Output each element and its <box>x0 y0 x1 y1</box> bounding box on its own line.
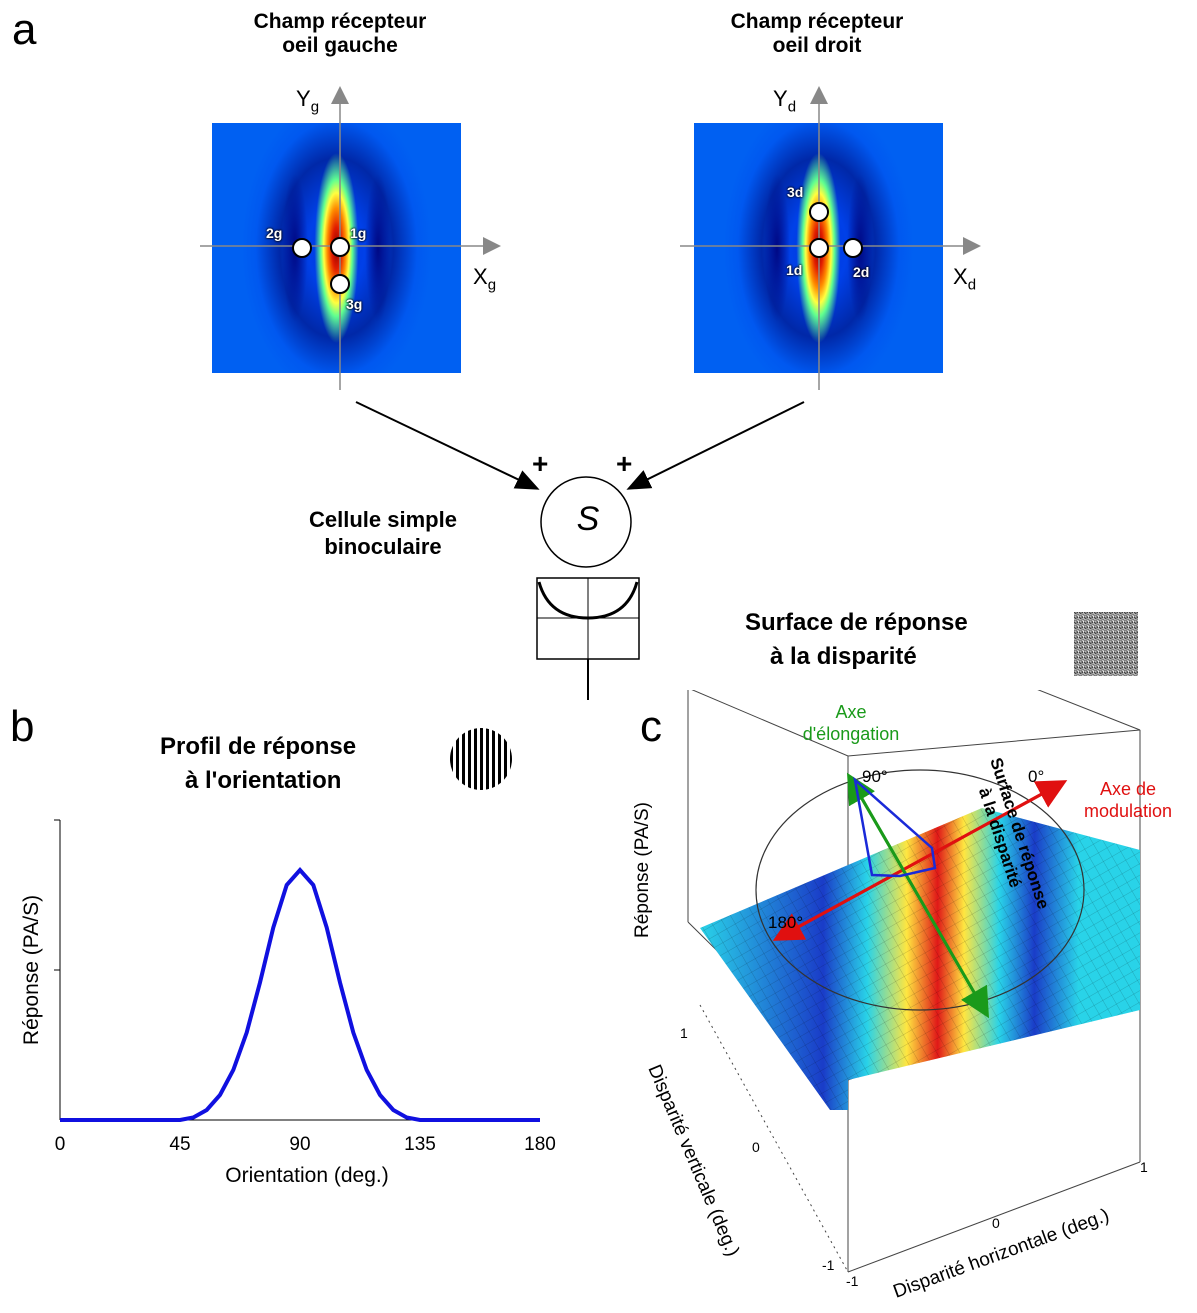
point-3d <box>809 202 829 222</box>
cell-symbol: S <box>576 500 600 538</box>
cell-circle <box>540 476 632 568</box>
angle-0-label: 0° <box>1028 767 1044 786</box>
point-2d-label: 2d <box>853 264 870 280</box>
left-rf-title-line2: oeil gauche <box>282 34 398 57</box>
disparity-surface-plot: 90° 0° 180° Axe d'élongation Axe de modu… <box>632 690 1172 1303</box>
panel-a-axes <box>200 86 981 700</box>
left-rf-title: Champ récepteur oeil gauche <box>195 10 485 58</box>
left-to-cell-arrow <box>355 401 540 490</box>
angle-90-label: 90° <box>862 767 888 786</box>
xtick-minus-1: -1 <box>846 1273 859 1289</box>
right-rf-title-line2: oeil droit <box>772 34 862 57</box>
ytick-0: 0 <box>752 1139 760 1155</box>
ytick-1: 1 <box>680 1025 688 1041</box>
xtick-0: 0 <box>992 1215 1000 1231</box>
y-axis-title: Réponse (PA/S) <box>20 895 43 1045</box>
surface-legend-line2: à la disparité <box>770 643 917 670</box>
grating-icon <box>450 728 512 790</box>
left-rf-title-line1: Champ récepteur <box>253 10 427 33</box>
surface-legend: Surface de réponse à la disparité <box>745 606 968 674</box>
horizontal-disparity-title: Disparité horizontale (deg.) <box>891 1205 1113 1303</box>
right-x-axis-label: Xd <box>953 264 977 294</box>
modulation-label-line1: Axe de <box>1100 779 1156 799</box>
angle-180-label: 180° <box>768 913 803 932</box>
right-plus-sign: + <box>616 448 633 479</box>
point-1g-label: 1g <box>350 225 367 241</box>
point-3g-label: 3g <box>346 296 363 312</box>
elongation-label-line2: d'élongation <box>803 724 900 744</box>
left-rf-dark-band-right <box>365 173 391 323</box>
panel-letter-a: a <box>12 5 37 54</box>
right-y-axis-label: Yd <box>773 86 797 116</box>
x-tick-label: 90 <box>289 1134 310 1155</box>
polar-tuning-profile <box>853 776 937 878</box>
ytick-minus-1: -1 <box>822 1257 835 1273</box>
orientation-legend: Profil de réponse à l'orientation <box>160 730 356 798</box>
orientation-legend-line1: Profil de réponse <box>160 733 357 760</box>
xtick-1: 1 <box>1140 1159 1148 1175</box>
x-tick-label: 0 <box>55 1134 66 1155</box>
right-rf-dark-band-left <box>764 173 790 323</box>
x-tick-label: 135 <box>404 1134 436 1155</box>
left-y-axis-label: Yg <box>296 86 320 116</box>
modulation-label-line2: modulation <box>1084 801 1172 821</box>
half-squaring-curve <box>537 581 639 620</box>
x-tick-label: 45 <box>169 1134 190 1155</box>
point-3d-label: 3d <box>787 184 804 200</box>
axis-circle <box>755 769 1085 1011</box>
cell-label-line1: Cellule simple <box>309 507 457 532</box>
left-plus-sign: + <box>532 448 549 479</box>
right-to-cell-arrow <box>626 401 805 490</box>
cell-label-line2: binoculaire <box>324 534 442 559</box>
x-tick-label: 180 <box>524 1134 556 1155</box>
point-1g <box>330 237 350 257</box>
surface-legend-line1: Surface de réponse <box>745 609 968 636</box>
vertical-disparity-title: Disparité verticale (deg.) <box>643 1062 743 1260</box>
point-2d <box>843 238 863 258</box>
panel-letter-c: c <box>640 702 662 751</box>
point-1d <box>809 238 829 258</box>
x-axis-title: Orientation (deg.) <box>225 1164 388 1187</box>
right-rf-title-line1: Champ récepteur <box>730 10 904 33</box>
point-2g-label: 2g <box>266 225 283 241</box>
cell-label: Cellule simple binoculaire <box>272 506 494 560</box>
point-2g <box>292 238 312 258</box>
orientation-tuning-chart: 0 45 90 135 180 Orientation (deg.) Réponse (… <box>20 819 556 1187</box>
tuning-curve <box>60 866 540 1122</box>
point-1d-label: 1d <box>786 262 803 278</box>
left-x-axis-label: Xg <box>473 264 497 294</box>
point-3g <box>330 274 350 294</box>
panel-letter-b: b <box>10 702 35 751</box>
right-rf-title: Champ récepteur oeil droit <box>672 10 962 58</box>
orientation-legend-line2: à l'orientation <box>185 767 342 794</box>
z-axis-title: Réponse (PA/S) <box>632 802 653 938</box>
random-dot-stereogram-icon <box>1074 612 1138 676</box>
elongation-label-line1: Axe <box>835 702 866 722</box>
